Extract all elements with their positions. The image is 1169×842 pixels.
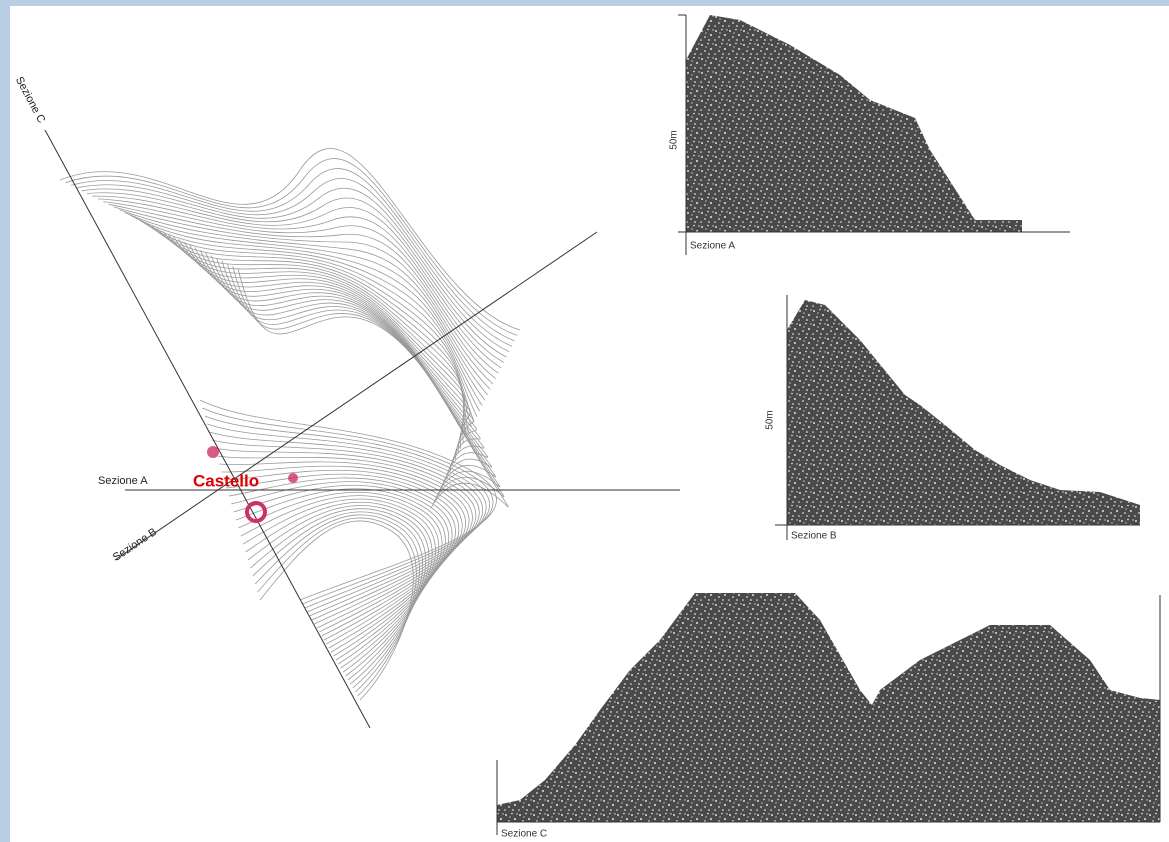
site-marker (207, 446, 219, 458)
caption: Sezione C (501, 829, 547, 840)
caption: Sezione B (791, 531, 837, 542)
site-marker (288, 473, 298, 483)
section-label: Sezione A (98, 475, 148, 487)
scale-label: 50m (765, 410, 776, 429)
page: Sezione C Sezione A Sezione B Castello 5… (0, 0, 1169, 842)
scale-label: 50m (669, 130, 680, 149)
caption: Sezione A (690, 241, 735, 252)
landmark-label: Castello (193, 471, 259, 490)
